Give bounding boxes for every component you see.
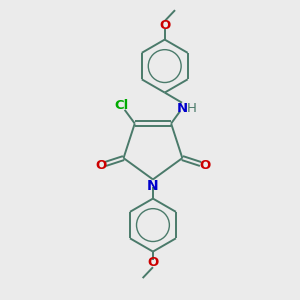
Text: N: N <box>176 101 188 115</box>
Text: H: H <box>187 101 196 115</box>
Text: N: N <box>147 179 159 193</box>
Text: O: O <box>95 159 106 172</box>
Text: O: O <box>200 159 211 172</box>
Text: O: O <box>147 256 159 269</box>
Text: O: O <box>159 19 170 32</box>
Text: Cl: Cl <box>115 99 129 112</box>
